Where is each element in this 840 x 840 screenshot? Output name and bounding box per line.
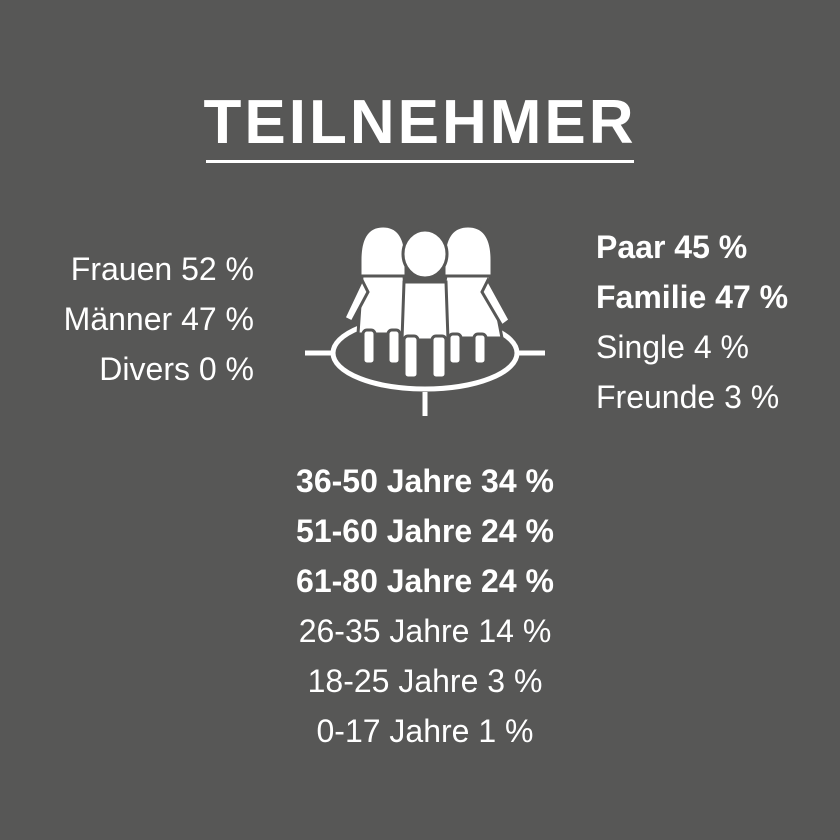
age-stat-36-50: 36-50 Jahre 34 % bbox=[296, 463, 554, 499]
age-stat-61-80: 61-80 Jahre 24 % bbox=[296, 563, 554, 599]
page-title: TEILNEHMER bbox=[203, 88, 637, 157]
group-stat-family: Familie 47 % bbox=[596, 279, 789, 315]
age-stat-26-35: 26-35 Jahre 14 % bbox=[298, 613, 552, 649]
gender-stat-men: Männer 47 % bbox=[63, 301, 254, 337]
group-stat-single: Single 4 % bbox=[596, 329, 749, 365]
group-stat-couple: Paar 45 % bbox=[596, 229, 748, 265]
gender-stats: Frauen 52 % Männer 47 % Divers 0 % bbox=[64, 244, 254, 394]
people-group-icon bbox=[300, 222, 550, 418]
title-underline bbox=[206, 160, 634, 163]
age-stat-51-60: 51-60 Jahre 24 % bbox=[296, 513, 554, 549]
age-stat-18-25: 18-25 Jahre 3 % bbox=[307, 663, 543, 699]
gender-stat-diverse: Divers 0 % bbox=[99, 351, 254, 387]
age-stats: 36-50 Jahre 34 % 51-60 Jahre 24 % 61-80 … bbox=[0, 456, 840, 756]
age-stat-0-17: 0-17 Jahre 1 % bbox=[316, 713, 534, 749]
group-stat-friends: Freunde 3 % bbox=[596, 379, 780, 415]
group-type-stats: Paar 45 % Familie 47 % Single 4 % Freund… bbox=[596, 222, 788, 422]
gender-stat-women: Frauen 52 % bbox=[70, 251, 254, 287]
